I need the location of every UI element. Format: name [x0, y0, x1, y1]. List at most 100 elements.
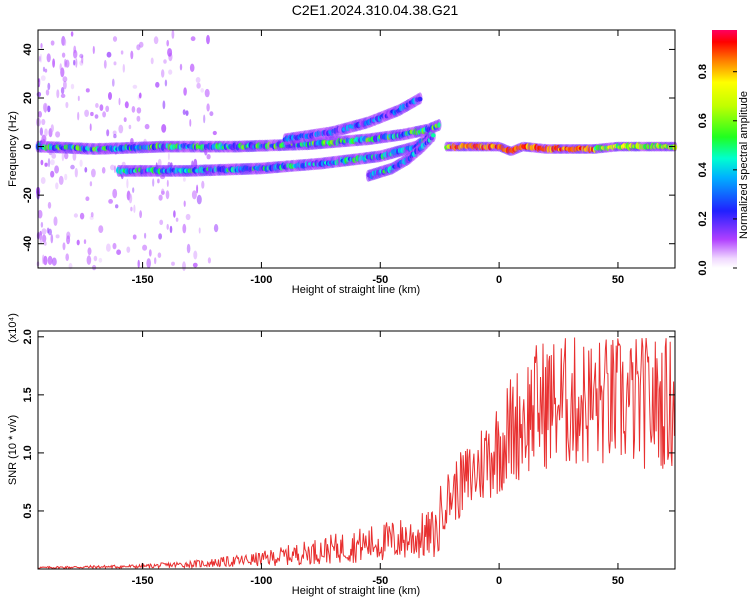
noise-blob: [193, 250, 198, 260]
y-tick-label: 40: [22, 43, 34, 55]
noise-blob: [89, 181, 93, 187]
noise-blob: [59, 63, 62, 71]
noise-blob: [213, 224, 219, 233]
noise-blob: [101, 167, 106, 174]
y-tick-label: 0.5: [22, 503, 34, 518]
noise-blob: [50, 40, 55, 46]
noise-blob: [158, 233, 163, 240]
noise-blob: [65, 59, 70, 68]
noise-blob: [186, 243, 191, 254]
noise-blob: [110, 164, 115, 171]
noise-blob: [63, 152, 69, 160]
noise-blob: [72, 152, 77, 161]
snr-panel: -150 -100 -50 0 50 0.5 1.0 1.5 2.0 Height of st…: [7, 313, 676, 597]
noise-blob: [166, 39, 169, 47]
noise-blob: [50, 170, 55, 178]
chart-title: C2E1.2024.310.04.38.G21: [292, 2, 459, 18]
colorbar-tick-label: 0.0: [697, 260, 709, 275]
noise-blob: [113, 133, 117, 139]
noise-blob: [50, 159, 55, 166]
noise-blob: [37, 209, 43, 219]
noise-blob: [70, 164, 75, 170]
noise-blob: [112, 78, 115, 87]
noise-blob: [150, 57, 154, 65]
noise-blob: [112, 242, 117, 250]
noise-blob: [118, 97, 121, 106]
x-tick-label: -100: [250, 575, 272, 587]
noise-blob: [126, 246, 131, 253]
colorbar-tick-label: 0.4: [697, 161, 709, 177]
noise-blob: [44, 103, 47, 114]
noise-blob: [106, 129, 110, 137]
noise-blob: [206, 34, 210, 45]
noise-blob: [128, 124, 132, 130]
noise-blob: [131, 106, 136, 113]
noise-blob: [116, 249, 121, 255]
noise-blob: [166, 223, 169, 230]
noise-blob: [40, 177, 46, 184]
y-tick-label: 1.5: [22, 387, 34, 402]
noise-blob: [66, 231, 71, 240]
noise-blob: [189, 119, 192, 127]
colorbar-label: Normalized spectral amplitude: [738, 91, 750, 239]
noise-blob: [63, 38, 67, 46]
track-mark: [431, 133, 436, 138]
noise-blob: [179, 63, 183, 71]
noise-blob: [87, 247, 92, 256]
noise-blob: [74, 167, 78, 178]
x-tick-label: 0: [496, 575, 502, 587]
noise-blob: [41, 118, 46, 126]
noise-blob: [163, 59, 167, 64]
noise-blob: [162, 100, 166, 110]
noise-blob: [38, 111, 42, 118]
noise-blob: [138, 41, 144, 48]
noise-blob: [53, 216, 58, 226]
noise-blob: [95, 103, 99, 108]
noise-blob: [182, 223, 187, 234]
noise-blob: [200, 88, 204, 93]
noise-blob: [39, 234, 43, 244]
noise-blob: [139, 210, 143, 219]
noise-blob: [185, 110, 189, 116]
noise-blob: [161, 123, 167, 133]
noise-blob: [122, 63, 126, 73]
spectrogram-y-label: Frequency (Hz): [7, 111, 19, 187]
noise-blob: [142, 244, 148, 251]
noise-blob: [171, 261, 175, 266]
noise-blob: [46, 53, 51, 63]
noise-blob: [144, 123, 150, 130]
noise-blob: [61, 52, 66, 58]
noise-blob: [55, 182, 59, 190]
noise-blob: [79, 53, 84, 59]
noise-blob: [54, 165, 59, 174]
noise-blob: [75, 58, 78, 68]
noise-blob: [212, 130, 217, 136]
noise-blob: [103, 59, 107, 69]
y-tick-label: 1.0: [22, 445, 34, 460]
noise-blob: [195, 77, 201, 83]
noise-blob: [166, 179, 169, 187]
noise-blob: [47, 255, 53, 265]
x-tick-label: 50: [612, 575, 624, 587]
noise-blob: [196, 184, 199, 194]
noise-blob: [70, 83, 75, 90]
x-tick-label: -50: [372, 274, 388, 286]
noise-blob: [47, 82, 51, 91]
noise-blob: [108, 92, 112, 100]
noise-blob: [182, 261, 186, 272]
noise-blob: [130, 206, 133, 212]
noise-blob: [39, 53, 43, 63]
noise-blob: [63, 58, 67, 68]
noise-blob: [144, 232, 147, 239]
noise-blob: [190, 64, 194, 70]
noise-blob: [43, 241, 47, 246]
y-tick-label: -40: [22, 236, 34, 252]
noise-blob: [164, 79, 168, 87]
noise-blob: [155, 81, 160, 88]
noise-blob: [113, 165, 117, 174]
spectrogram-x-label: Height of straight line (km): [292, 284, 420, 296]
noise-blob: [183, 200, 186, 207]
noise-blob: [79, 159, 83, 167]
noise-blob: [63, 80, 67, 90]
